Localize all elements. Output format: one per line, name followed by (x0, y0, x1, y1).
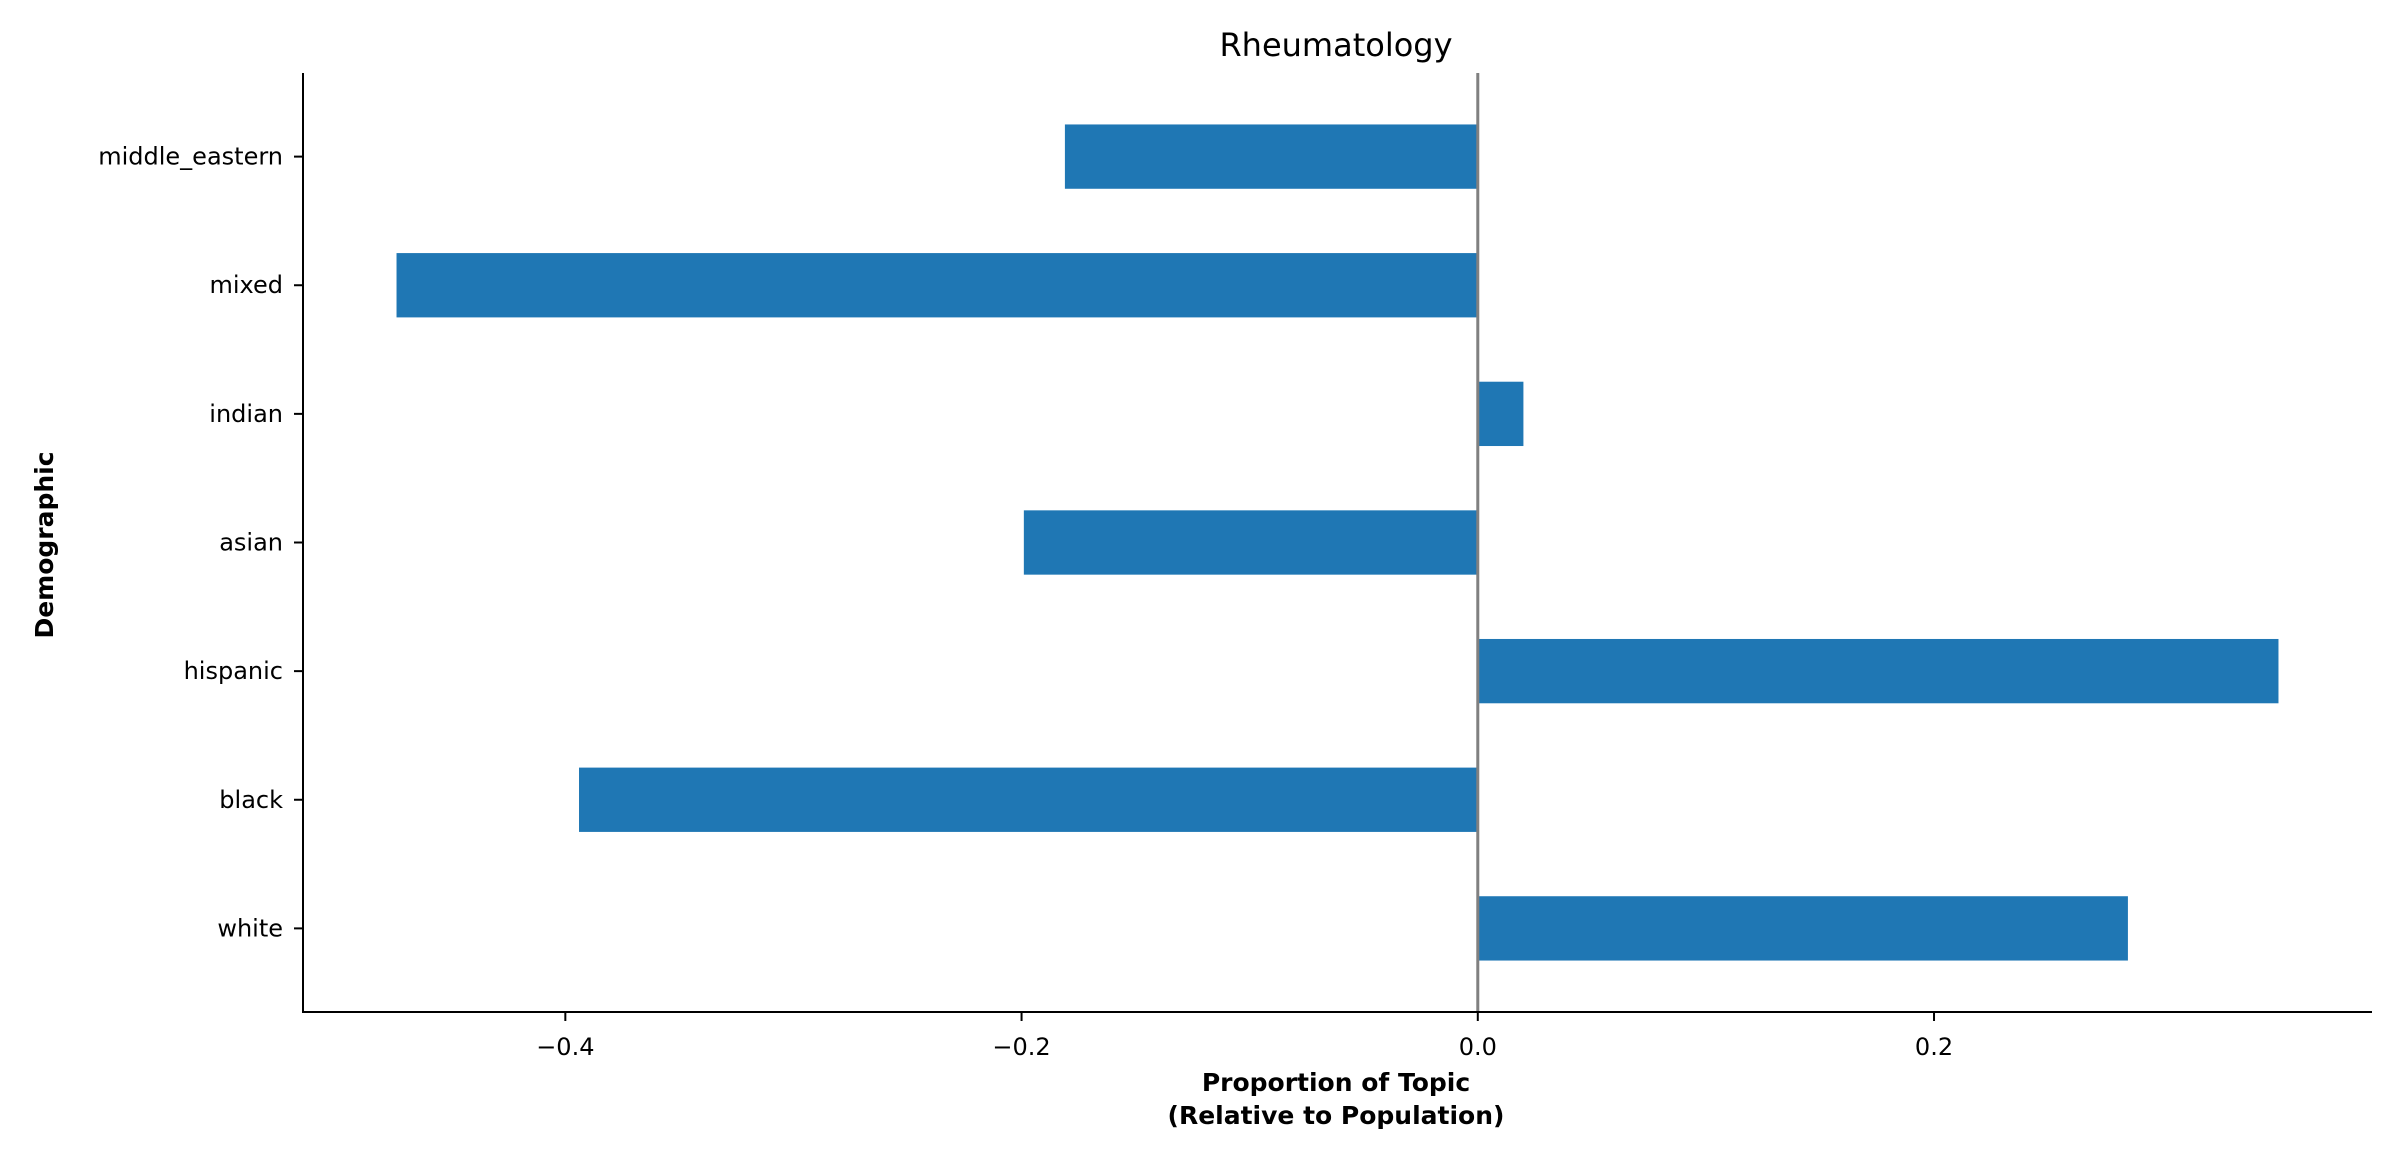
bar-hispanic (1477, 638, 2279, 704)
y-tick-label: white (217, 914, 283, 942)
bar-middle-eastern (1064, 124, 1478, 189)
x-tick-label: 0.0 (1459, 1033, 1497, 1061)
y-axis-title: Demographic (30, 451, 59, 638)
bar-indian (1477, 381, 1524, 447)
y-tick-label: asian (219, 529, 283, 557)
x-tick-label: 0.2 (1915, 1033, 1953, 1061)
bar-black (579, 767, 1478, 832)
y-tick-label: middle_eastern (98, 143, 283, 171)
bar-asian (1023, 510, 1478, 575)
y-tick-label: indian (209, 400, 283, 428)
y-tick-label: mixed (209, 271, 283, 299)
chart-title: Rheumatology (1219, 26, 1452, 64)
y-tick-label: black (219, 786, 283, 814)
y-tick-label: hispanic (184, 657, 283, 685)
bar-mixed (396, 253, 1478, 318)
x-tick-label: −0.4 (536, 1033, 594, 1061)
x-ticks-group: −0.4 −0.2 0.0 0.2 (536, 1012, 1953, 1061)
x-axis-title-line1: Proportion of Topic (1202, 1068, 1470, 1097)
x-axis-title-line2: (Relative to Population) (1168, 1101, 1505, 1130)
bar-white (1477, 896, 2128, 961)
x-tick-label: −0.2 (992, 1033, 1050, 1061)
bars-group (396, 124, 2279, 961)
